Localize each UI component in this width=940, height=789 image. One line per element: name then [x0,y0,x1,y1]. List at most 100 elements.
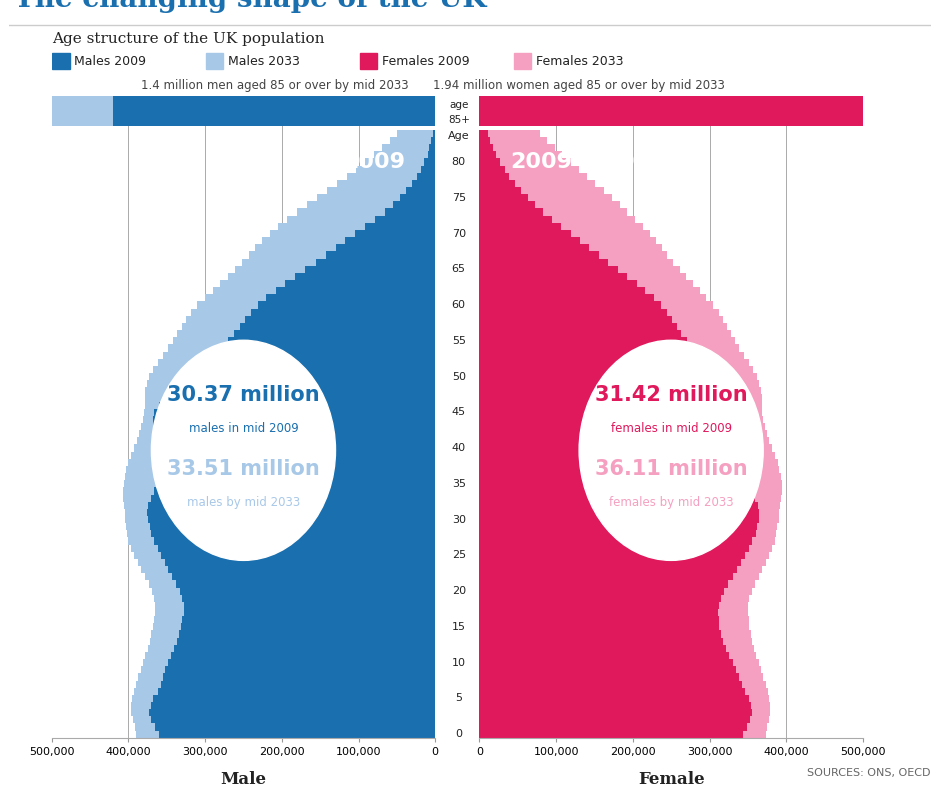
Bar [479,130,488,137]
Bar [479,337,686,344]
Bar [159,731,435,738]
Bar [479,166,579,173]
Bar [222,344,435,352]
Text: 33.51 million: 33.51 million [167,458,320,479]
Bar [479,294,707,301]
Bar [479,645,727,652]
Bar [479,194,612,201]
Bar [125,516,435,523]
Bar [479,645,754,652]
Bar [479,380,731,387]
Bar [129,458,435,466]
Bar [479,451,776,458]
Bar [215,352,435,359]
Bar [366,159,435,166]
Bar [205,294,435,301]
Bar [479,680,765,688]
Bar [161,680,435,688]
Bar [479,716,769,724]
Bar [133,688,435,695]
Bar [479,630,721,638]
Bar [228,337,435,344]
Bar [479,266,680,273]
Bar [154,537,435,544]
Bar [479,502,780,509]
Bar [479,616,719,623]
Bar [336,245,435,252]
Bar [161,444,435,451]
Bar [251,308,435,316]
Bar [178,330,435,337]
Text: 25: 25 [451,551,466,560]
Bar [234,330,435,337]
Bar [154,409,435,416]
Bar [152,588,435,595]
Bar [479,544,748,552]
Bar [124,502,435,509]
Bar [197,366,435,373]
Bar [479,144,494,151]
Bar [479,316,672,323]
Bar [325,252,435,259]
Bar [479,695,769,702]
Bar [148,645,435,652]
Bar [175,645,435,652]
Bar [479,359,749,366]
FancyBboxPatch shape [513,54,531,69]
Bar [129,537,435,544]
Bar [479,137,490,144]
Bar [270,230,435,237]
Bar [132,702,435,709]
Bar [479,724,767,731]
Bar [428,151,435,159]
Text: Age structure of the UK population: Age structure of the UK population [52,32,324,47]
Bar [479,259,673,266]
Bar [162,473,435,481]
Bar [479,402,761,409]
Bar [479,481,782,488]
Bar [479,144,555,151]
Bar [479,638,752,645]
Bar [479,559,766,566]
Bar [479,387,738,394]
Bar [479,466,779,473]
Bar [479,273,686,280]
Bar [479,359,707,366]
Bar [479,602,748,609]
Bar [479,208,543,215]
Bar [479,137,547,144]
Bar [479,373,723,380]
Bar [479,301,713,308]
Bar [316,259,435,266]
Bar [297,208,435,215]
Bar [123,488,435,495]
Bar [249,252,435,259]
Bar [479,222,561,230]
Bar [479,652,757,659]
Bar [143,659,435,666]
Bar [479,409,762,416]
Text: 15: 15 [452,622,465,632]
Text: SOURCES: ONS, OECD: SOURCES: ONS, OECD [807,768,931,778]
Bar [163,352,435,359]
Bar [479,323,677,330]
Bar [356,166,435,173]
Bar [131,451,435,458]
Bar [479,581,728,588]
Bar [421,166,435,173]
Bar [479,588,724,595]
Bar [144,409,435,416]
Bar [151,630,435,638]
Bar [416,173,435,180]
Bar [479,595,721,602]
Bar [479,702,751,709]
Bar [147,380,435,387]
Text: 20: 20 [451,586,466,596]
Bar [479,537,775,544]
Text: Males 2033: Males 2033 [228,54,300,68]
Bar [479,566,737,574]
Bar [307,201,435,208]
Text: Males 2009: Males 2009 [74,54,147,68]
Bar [479,609,748,616]
Bar [479,394,761,402]
